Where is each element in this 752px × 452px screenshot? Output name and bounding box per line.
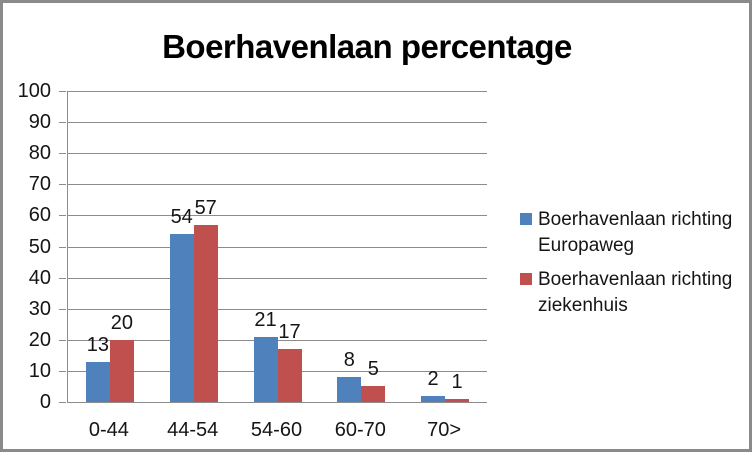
y-axis-tick-label: 70 bbox=[28, 173, 51, 196]
bar-series1-44-54[interactable] bbox=[169, 234, 194, 402]
data-label: 5 bbox=[367, 358, 379, 381]
bar-series2-70>[interactable] bbox=[445, 398, 470, 402]
data-label: 20 bbox=[110, 311, 134, 334]
x-axis-category-label: 60-70 bbox=[334, 419, 386, 441]
data-label: 2 bbox=[427, 367, 439, 390]
x-axis-category-label: 0-44 bbox=[88, 419, 129, 441]
gridline bbox=[68, 308, 487, 310]
y-axis-tick bbox=[59, 215, 66, 217]
y-axis-tick bbox=[59, 184, 66, 186]
x-axis-category-label: 54-60 bbox=[250, 419, 303, 441]
gridline bbox=[68, 277, 487, 279]
plot-area: 13 20 54 57 21 17 8 5 2 1 bbox=[67, 91, 487, 403]
legend-label: Boerhavenlaan richting ziekenhuis bbox=[538, 269, 733, 316]
y-axis-tick bbox=[59, 91, 66, 92]
data-label: 54 bbox=[170, 206, 193, 229]
y-axis-tick bbox=[59, 402, 66, 403]
y-axis-tick-label: 40 bbox=[28, 266, 51, 289]
y-axis-tick-label: 30 bbox=[28, 297, 51, 320]
y-axis-tick bbox=[59, 153, 66, 155]
legend-swatch-icon bbox=[520, 273, 532, 285]
y-axis-tick bbox=[59, 370, 66, 372]
gridline bbox=[68, 339, 487, 341]
legend: Boerhavenlaan richting Europaweg Boerhaven… bbox=[520, 207, 744, 319]
gridline bbox=[68, 184, 487, 186]
data-label: 8 bbox=[343, 349, 355, 372]
data-label: 13 bbox=[86, 333, 110, 356]
y-axis-tick bbox=[59, 122, 66, 124]
y-axis-tick-label: 80 bbox=[28, 142, 51, 165]
x-axis-category-label: 70> bbox=[427, 419, 462, 441]
y-axis-tick-label: 10 bbox=[28, 359, 51, 382]
y-axis-tick-label: 100 bbox=[17, 80, 51, 102]
bar-series1-70>[interactable] bbox=[421, 395, 446, 402]
y-axis-tick bbox=[59, 308, 66, 310]
y-axis-tick-label: 0 bbox=[39, 391, 51, 413]
data-label: 17 bbox=[278, 321, 301, 344]
y-axis-tick-label: 90 bbox=[28, 111, 51, 134]
legend-entry-series2[interactable]: Boerhavenlaan richting ziekenhuis bbox=[520, 267, 744, 319]
gridline bbox=[68, 122, 487, 124]
y-axis-tick bbox=[59, 277, 66, 279]
gridline bbox=[68, 153, 487, 155]
data-label: 57 bbox=[194, 196, 217, 219]
legend-label: Boerhavenlaan richting Europaweg bbox=[538, 209, 733, 256]
gridline bbox=[68, 91, 487, 92]
data-label: 1 bbox=[451, 370, 463, 393]
gridline bbox=[68, 246, 487, 248]
y-axis-tick-label: 60 bbox=[28, 204, 51, 227]
legend-swatch-icon bbox=[520, 213, 532, 225]
bar-series2-60-70[interactable] bbox=[361, 386, 386, 402]
x-axis-category-label: 44-54 bbox=[167, 419, 219, 441]
chart-title: Boerhavenlaan percentage bbox=[162, 28, 572, 65]
bar-series2-44-54[interactable] bbox=[193, 224, 218, 402]
bar-series2-0-44[interactable] bbox=[109, 339, 134, 402]
y-axis-tick-label: 20 bbox=[28, 328, 51, 351]
data-label: 21 bbox=[254, 308, 277, 331]
bar-series1-54-60[interactable] bbox=[253, 336, 278, 402]
y-axis-tick bbox=[59, 339, 66, 341]
y-axis-tick bbox=[59, 246, 66, 248]
bar-series1-60-70[interactable] bbox=[337, 377, 362, 402]
gridline bbox=[68, 215, 487, 217]
legend-entry-series1[interactable]: Boerhavenlaan richting Europaweg bbox=[520, 207, 744, 259]
bar-series1-0-44[interactable] bbox=[85, 361, 110, 402]
y-axis-tick-label: 50 bbox=[28, 235, 51, 258]
bar-series2-54-60[interactable] bbox=[277, 349, 302, 402]
